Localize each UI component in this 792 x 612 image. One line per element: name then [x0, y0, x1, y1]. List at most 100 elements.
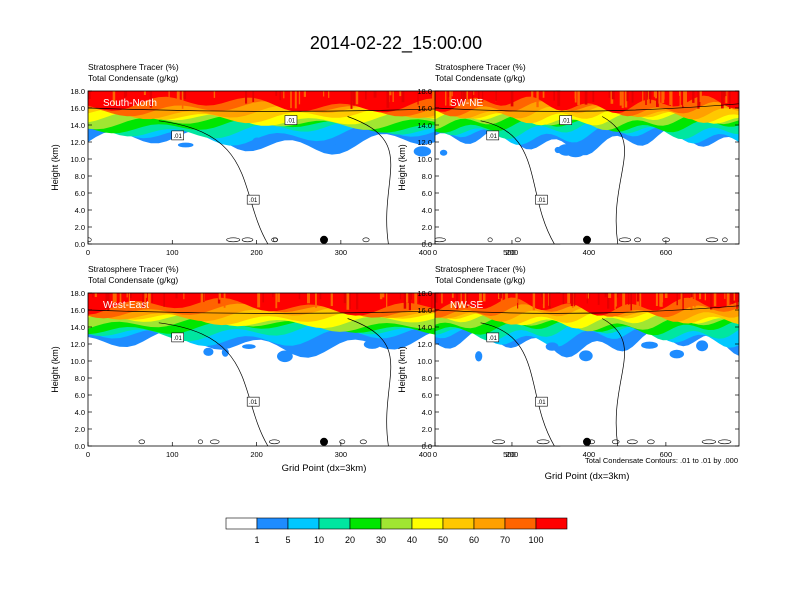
y-tick-label: 12.0	[70, 340, 85, 349]
tracer-field	[435, 91, 739, 244]
tracer-blob	[203, 347, 214, 356]
tracer-streak	[710, 293, 713, 310]
tracer-streak	[726, 293, 730, 308]
condensate-contour	[602, 318, 625, 446]
tracer-streak	[143, 91, 146, 95]
tracer-streak	[257, 293, 261, 308]
tracer-blob	[696, 340, 709, 352]
x-tick-label: 200	[250, 248, 263, 257]
surface-contour	[88, 237, 92, 243]
tracer-streak	[498, 293, 500, 299]
x-tick-label: 100	[166, 248, 179, 257]
contour-label: .01	[174, 336, 183, 342]
tracer-streak	[692, 91, 695, 103]
tracer-streak	[105, 293, 109, 310]
tracer-streak	[213, 91, 216, 98]
contour-label-box	[559, 115, 573, 125]
surface-contour	[626, 439, 638, 445]
tracer-streak	[328, 91, 330, 98]
surface-contour	[359, 439, 367, 445]
y-tick-label: 6.0	[75, 189, 85, 198]
tracer-streak	[679, 91, 681, 96]
tracer-streak	[607, 293, 610, 309]
tracer-streak	[588, 293, 591, 299]
tracer-streak	[690, 293, 693, 298]
y-tick-label: 14.0	[70, 323, 85, 332]
x-tick-label: 400	[583, 450, 596, 459]
tracer-streak	[724, 293, 726, 299]
tracer-streak	[429, 91, 433, 96]
y-tick-label: 18.0	[70, 289, 85, 298]
y-tick-label: 2.0	[422, 425, 432, 434]
x-axis-label: Grid Point (dx=3km)	[282, 463, 367, 474]
tracer-streak	[144, 293, 146, 303]
y-tick-label: 8.0	[422, 374, 432, 383]
condensate-contour	[480, 120, 555, 244]
tracer-streak	[683, 91, 685, 107]
tracer-streak	[694, 293, 696, 308]
y-tick-label: 16.0	[70, 306, 85, 315]
tracer-streak	[725, 91, 727, 97]
tracer-streak	[365, 91, 367, 100]
tracer-streak	[721, 91, 724, 109]
tracer-streak	[737, 91, 739, 104]
tracer-streak	[570, 293, 574, 307]
contour-label-box	[486, 130, 500, 141]
colorbar-label: 20	[345, 535, 355, 545]
tracer-streak	[348, 293, 351, 309]
tracer-streak	[658, 91, 661, 104]
tracer-streak	[630, 293, 632, 311]
tracer-streak	[574, 91, 577, 103]
tracer-streak	[464, 293, 467, 303]
tracer-streak	[112, 91, 116, 105]
tracer-streak	[553, 91, 555, 101]
colorbar-swatch	[535, 517, 568, 530]
contour-label: .01	[249, 400, 258, 406]
colorbar-swatch	[349, 517, 382, 530]
y-tick-label: 10.0	[70, 357, 85, 366]
tracer-streak	[350, 91, 353, 109]
colorbar-label: 60	[469, 535, 479, 545]
tracer-streak	[283, 91, 285, 99]
tracer-streak	[730, 293, 732, 303]
plot-frame	[434, 292, 740, 447]
y-tick-label: 6.0	[75, 391, 85, 400]
contour-label-box	[171, 332, 184, 343]
tracer-streak	[483, 293, 486, 302]
surface-contour	[634, 237, 641, 243]
x-tick-label: 200	[506, 450, 519, 459]
y-tick-label: 8.0	[75, 374, 85, 383]
tracer-streak	[597, 293, 600, 305]
surface-contour	[339, 439, 346, 445]
tracer-streak	[183, 293, 185, 300]
location-marker	[583, 437, 591, 446]
x-tick-label: 0	[433, 450, 437, 459]
tracer-streak	[386, 91, 390, 108]
tracer-streak	[574, 293, 576, 298]
tracer-streak	[548, 293, 551, 309]
tracer-streak	[279, 91, 282, 101]
panel-header-condensate: Total Condensate (g/kg)	[435, 73, 525, 83]
tracer-streak	[584, 91, 588, 105]
tracer-streak	[713, 293, 717, 307]
tracer-streak	[482, 91, 484, 102]
tracer-streak	[608, 91, 610, 98]
tracer-streak	[290, 91, 292, 109]
tracer-streak	[294, 91, 297, 109]
tracer-streak	[531, 91, 534, 103]
surface-contour	[487, 237, 493, 243]
tracer-streak	[495, 91, 497, 102]
tracer-streak	[690, 293, 693, 311]
y-axis-label: Height (km)	[50, 144, 60, 191]
condensate-contour	[347, 116, 392, 244]
panel-nw-se: Stratosphere Tracer (%)Total Condensate …	[397, 264, 740, 482]
tracer-blob	[251, 137, 262, 149]
condensate-contour	[158, 120, 269, 244]
surface-contour	[718, 439, 732, 445]
tracer-streak	[567, 293, 570, 304]
tracer-streak	[661, 91, 665, 103]
tracer-streak	[732, 293, 735, 304]
tracer-streak	[392, 91, 394, 102]
tracer-streak	[373, 91, 377, 98]
tracer-streak	[346, 293, 350, 310]
